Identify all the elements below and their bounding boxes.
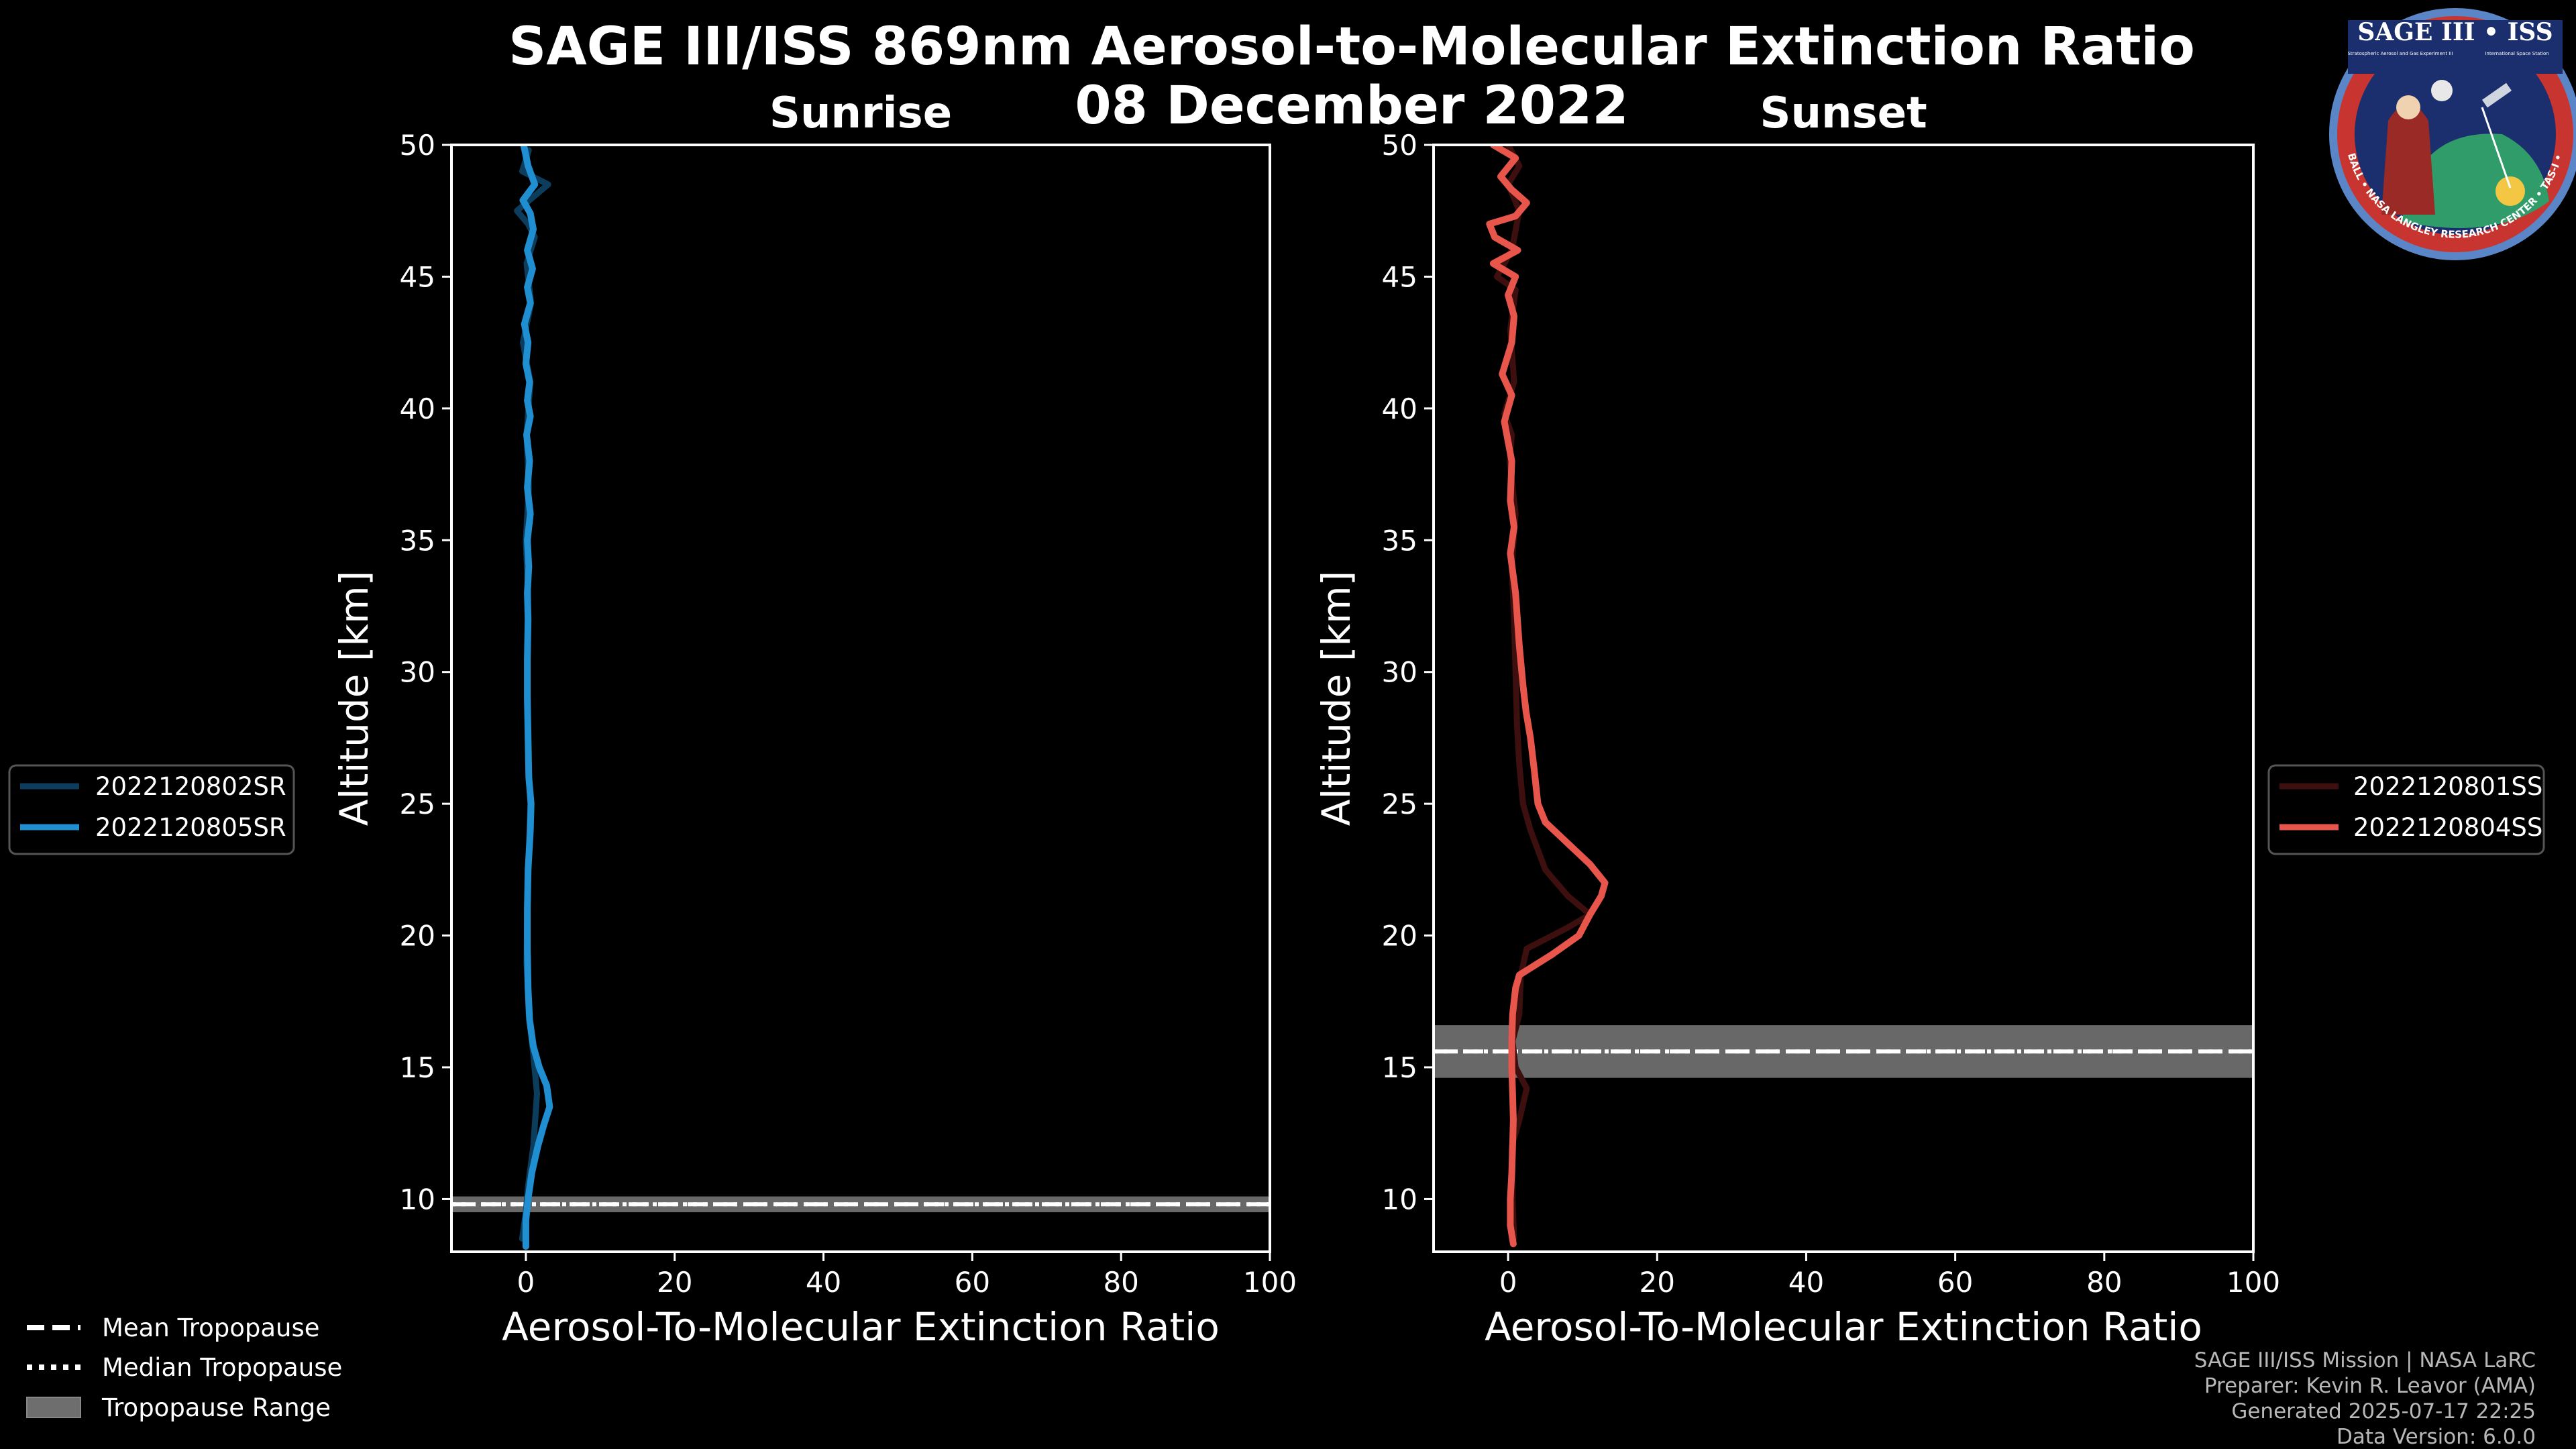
y-tick-label: 25 [400, 788, 435, 820]
axes-frame [1432, 144, 2255, 1253]
series-group [514, 145, 553, 1250]
logo-subtitle-right: International Space Station [2485, 51, 2548, 56]
plot-area [451, 145, 1270, 1252]
axes-frame [450, 144, 1271, 1253]
logo-figure-head [2396, 95, 2420, 119]
series-line-2022120805SR [519, 145, 553, 1250]
tropopause-range-band [451, 1196, 1270, 1213]
plot-area [1434, 145, 2253, 1252]
y-tick-label: 10 [400, 1183, 435, 1216]
y-tick-label: 50 [400, 129, 435, 162]
x-axis-label: Aerosol-To-Molecular Extinction Ratio [1485, 1304, 2202, 1350]
y-tick-label: 35 [1382, 524, 1417, 557]
y-tick-label: 45 [1382, 260, 1417, 293]
y-tick-label: 20 [400, 920, 435, 953]
credit-mission: SAGE III/ISS Mission | NASA LaRC [2194, 1348, 2536, 1373]
panel-subtitle: Sunrise [769, 89, 952, 138]
x-tick-label: 80 [1103, 1266, 1138, 1299]
series-group [1486, 145, 1609, 1248]
y-tick-label: 40 [400, 392, 435, 425]
y-tick-label: 50 [1382, 129, 1417, 162]
x-tick-label: 40 [1788, 1266, 1824, 1299]
logo-moon [2431, 80, 2453, 101]
y-tick-label: 20 [1382, 920, 1417, 953]
logo-beam [2481, 107, 2512, 189]
y-tick-label: 35 [400, 524, 435, 557]
figure-title: SAGE III/ISS 869nm Aerosol-to-Molecular … [508, 17, 2195, 77]
legend-tropopause-range-swatch [26, 1397, 81, 1418]
legend-label-2022120802SR: 2022120802SR [95, 772, 286, 801]
figure-date: 08 December 2022 [1075, 76, 1628, 136]
credit-generated: Generated 2025-07-17 22:25 [2231, 1399, 2536, 1424]
y-tick-label: 30 [1382, 656, 1417, 689]
logo-iss [2481, 83, 2512, 108]
x-axis-label: Aerosol-To-Molecular Extinction Ratio [502, 1304, 1220, 1350]
x-tick-label: 60 [955, 1266, 990, 1299]
legend-mean-tropopause-label: Mean Tropopause [102, 1313, 320, 1342]
sunrise-legend: 2022120802SR 2022120805SR [8, 764, 295, 855]
logo-sun [2496, 176, 2525, 206]
y-tick-label: 15 [400, 1051, 435, 1084]
y-tick-label: 30 [400, 656, 435, 689]
sunset-legend: 2022120801SS 2022120804SS [2267, 764, 2545, 855]
sunset-panel: Sunset 0 20 40 60 80 100 10 15 20 25 30 35 40 45 50 Aero… [1313, 89, 2280, 1350]
legend-label-2022120805SR: 2022120805SR [95, 813, 286, 842]
y-tick-label: 40 [1382, 392, 1417, 425]
credit-preparer: Preparer: Kevin R. Leavor (AMA) [2204, 1374, 2536, 1398]
x-tick-label: 60 [1937, 1266, 1973, 1299]
x-tick-label: 20 [1640, 1266, 1675, 1299]
legend-label-2022120804SS: 2022120804SS [2353, 813, 2542, 842]
y-tick-label: 45 [400, 260, 435, 293]
logo-title: SAGE III • ISS [2357, 18, 2553, 46]
tropopause-legend: Mean Tropopause Median Tropopause Tropop… [26, 1313, 342, 1422]
x-tick-label: 100 [2226, 1266, 2280, 1299]
y-tick-label: 10 [1382, 1183, 1417, 1216]
y-tick-label: 15 [1382, 1051, 1417, 1084]
y-axis-label: Altitude [km] [1313, 571, 1359, 826]
logo-figure [2381, 104, 2435, 215]
x-tick-label: 100 [1243, 1266, 1297, 1299]
legend-median-tropopause-label: Median Tropopause [102, 1353, 342, 1382]
legend-tropopause-range-label: Tropopause Range [101, 1393, 331, 1422]
series-line-2022120804SS [1486, 145, 1609, 1248]
panel-subtitle: Sunset [1760, 89, 1927, 138]
x-tick-label: 40 [806, 1266, 841, 1299]
credits: SAGE III/ISS Mission | NASA LaRC Prepare… [2194, 1348, 2536, 1449]
x-tick-label: 20 [657, 1266, 692, 1299]
legend-label-2022120801SS: 2022120801SS [2353, 772, 2542, 801]
logo-subtitle-left: Stratospheric Aerosol and Gas Experiment… [2347, 51, 2453, 56]
sunrise-panel: Sunrise 0 20 40 60 80 100 10 15 20 25 30 35 40 45 50 Aer… [331, 89, 1297, 1350]
x-tick-label: 80 [2086, 1266, 2122, 1299]
y-tick-label: 25 [1382, 788, 1417, 820]
x-tick-label: 0 [517, 1266, 535, 1299]
credit-data-version: Data Version: 6.0.0 [2337, 1425, 2536, 1449]
x-tick-label: 0 [1499, 1266, 1517, 1299]
y-axis-label: Altitude [km] [331, 571, 377, 826]
